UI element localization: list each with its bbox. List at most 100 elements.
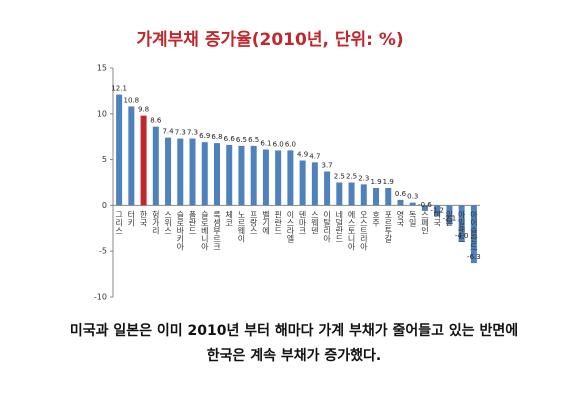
caption: 한국은 계속 부채가 증가했다. <box>207 348 382 364</box>
bar <box>409 202 416 206</box>
y-tick-label: 0 <box>102 201 107 210</box>
x-tick-label: 영국 <box>396 209 405 227</box>
x-tick-label: 헝가리 <box>151 210 160 235</box>
value-label: 10.8 <box>124 96 140 104</box>
value-label: 1.9 <box>370 178 381 186</box>
bar <box>250 145 257 206</box>
value-label: 7.3 <box>187 129 198 137</box>
value-label: 1.9 <box>383 178 394 186</box>
x-tick-label: 프랑스 <box>249 210 258 234</box>
bar <box>348 182 355 206</box>
bar <box>165 137 172 206</box>
value-label: 6.6 <box>224 135 236 143</box>
value-label: 7.4 <box>162 128 174 136</box>
value-label: 2.5 <box>334 173 345 181</box>
y-tick-label: 10 <box>97 109 107 118</box>
value-label: -0.6 <box>418 201 432 209</box>
bar <box>275 150 282 206</box>
bar <box>446 205 453 225</box>
bar <box>140 115 147 206</box>
x-tick-label: 호주 <box>372 210 381 227</box>
x-tick-label: 스웨덴 <box>310 210 319 234</box>
bar <box>336 182 343 206</box>
bar <box>324 171 331 206</box>
value-label: 6.9 <box>199 132 210 140</box>
value-label: 6.5 <box>248 136 259 144</box>
value-label: 6.1 <box>260 140 271 148</box>
value-label: -6.3 <box>467 253 481 261</box>
x-tick-label: 룩셈부르크 <box>212 210 221 250</box>
bar <box>128 106 135 206</box>
caption: 미국과 일본은 이미 2010년 부터 해마다 가계 부채가 줄어들고 있는 반… <box>70 322 518 339</box>
value-label: 2.5 <box>346 173 357 181</box>
x-tick-label: 핀란드 <box>273 210 282 234</box>
value-label: 0.6 <box>395 190 407 198</box>
value-label: 12.1 <box>111 85 127 93</box>
x-tick-label: 포르투갈 <box>383 210 392 242</box>
value-label: 3.7 <box>322 162 333 170</box>
value-label: 9.8 <box>138 106 149 114</box>
value-label: 6.0 <box>285 140 296 148</box>
y-tick-label: -10 <box>94 293 107 302</box>
x-tick-label: 슬로베니아 <box>200 209 209 251</box>
x-tick-label: 아일랜드 <box>457 209 466 242</box>
value-label: -1.2 <box>430 206 444 214</box>
chart-title: 가계부채 증가율(2010년, 단위: %) <box>136 30 403 50</box>
x-tick-label: 덴마크 <box>298 210 307 234</box>
x-tick-label: 네덜란드 <box>334 210 343 242</box>
bar <box>201 142 208 206</box>
bar <box>470 205 477 264</box>
x-tick-label: 노르웨이 <box>237 210 246 243</box>
value-label: 8.6 <box>150 117 162 125</box>
y-tick-label: 15 <box>97 64 107 73</box>
x-tick-label: 폴란드 <box>188 210 197 234</box>
x-tick-label: 오스트리아 <box>359 210 368 251</box>
value-label: 4.9 <box>297 151 308 159</box>
x-tick-label: 스페인 <box>420 210 429 234</box>
value-label: -2.1 <box>443 215 457 223</box>
bar <box>458 205 465 243</box>
bar <box>287 150 294 206</box>
x-tick-label: 한국 <box>139 210 148 227</box>
bar <box>385 187 392 206</box>
bar <box>360 184 367 206</box>
x-tick-label: 독일 <box>408 210 417 226</box>
y-tick-label: 5 <box>102 155 107 164</box>
bar <box>152 126 159 206</box>
value-label: 6.8 <box>211 133 222 141</box>
bar <box>189 138 196 206</box>
bar <box>397 199 404 206</box>
x-tick-label: 터키 <box>127 210 136 227</box>
y-tick-label: -5 <box>99 247 107 256</box>
value-label: 6.5 <box>236 136 247 144</box>
bar <box>177 138 184 206</box>
x-tick-label: 그리스 <box>115 210 124 234</box>
x-tick-label: 아이슬란드 <box>469 209 478 250</box>
value-label: 4.7 <box>309 152 320 160</box>
value-label: 7.3 <box>175 129 186 137</box>
bar <box>311 162 318 206</box>
x-tick-label: 스위스 <box>164 210 173 234</box>
x-tick-label: 체코 <box>225 209 234 226</box>
value-label: -4.0 <box>455 232 469 240</box>
x-tick-label: 이스라엘 <box>286 209 295 242</box>
x-tick-label: 에스토니아 <box>347 210 356 251</box>
bar <box>299 160 306 206</box>
value-label: 2.3 <box>358 174 369 182</box>
bar <box>213 143 220 206</box>
x-tick-label: 미국 <box>433 210 442 227</box>
x-tick-label: 일본 <box>445 210 454 226</box>
value-label: 0.3 <box>407 193 418 201</box>
value-label: 6.0 <box>273 140 284 148</box>
x-tick-label: 벨기에 <box>261 209 270 235</box>
bar <box>434 205 441 217</box>
bar <box>262 149 269 206</box>
x-tick-label: 슬로바키아 <box>175 209 184 251</box>
bar <box>238 145 245 206</box>
bar <box>226 144 233 206</box>
bar <box>421 205 428 211</box>
x-tick-label: 이탈리아 <box>322 209 331 243</box>
bar <box>116 94 123 206</box>
bar <box>373 187 380 206</box>
